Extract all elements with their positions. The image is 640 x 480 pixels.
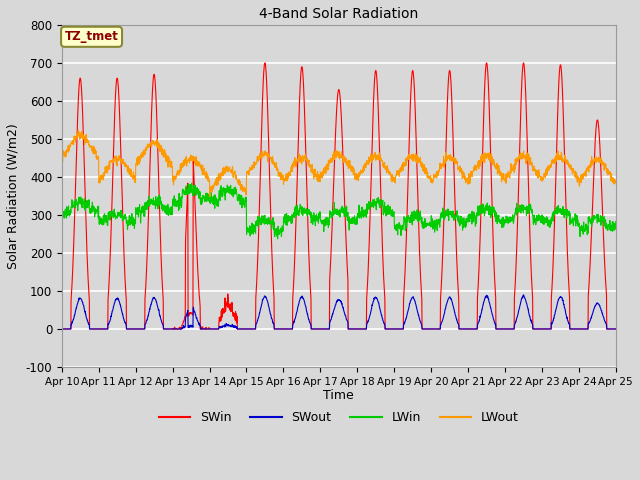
X-axis label: Time: Time [323,389,354,403]
Line: LWout: LWout [62,130,616,197]
LWin [58,210,66,216]
SWout [355,326,362,332]
LWout [579,174,586,180]
SWout [520,292,527,298]
Text: TZ_tmet: TZ_tmet [65,30,118,43]
LWout [500,178,508,183]
SWout [212,326,220,332]
LWout [206,194,214,200]
SWin [58,326,66,332]
LWin [367,203,375,209]
LWout [58,156,66,162]
LWout [563,161,571,167]
SWin [500,326,508,332]
LWout [612,178,620,183]
LWin [212,196,220,202]
SWout [563,315,571,321]
SWout [58,326,66,332]
Line: SWout: SWout [62,295,616,329]
SWin [563,239,571,244]
SWin [612,326,620,332]
LWout [367,152,375,158]
LWin [274,236,282,242]
SWout [367,310,374,315]
LWout [213,182,221,188]
LWin [563,209,571,215]
SWout [500,326,508,332]
Y-axis label: Solar Radiation (W/m2): Solar Radiation (W/m2) [7,123,20,269]
Line: SWin: SWin [62,63,616,329]
Legend: SWin, SWout, LWin, LWout: SWin, SWout, LWin, LWout [154,406,524,429]
LWin [188,180,195,186]
LWin [500,216,508,222]
Title: 4-Band Solar Radiation: 4-Band Solar Radiation [259,7,419,21]
SWin [355,326,363,332]
SWout [579,326,586,332]
SWin [579,326,586,332]
SWin [261,60,269,66]
LWin [355,209,363,215]
Line: LWin: LWin [62,183,616,239]
LWin [612,218,620,224]
SWin [367,181,375,187]
SWout [612,326,620,332]
LWin [579,228,586,234]
LWout [74,127,82,133]
SWin [212,326,220,332]
LWout [355,169,363,175]
